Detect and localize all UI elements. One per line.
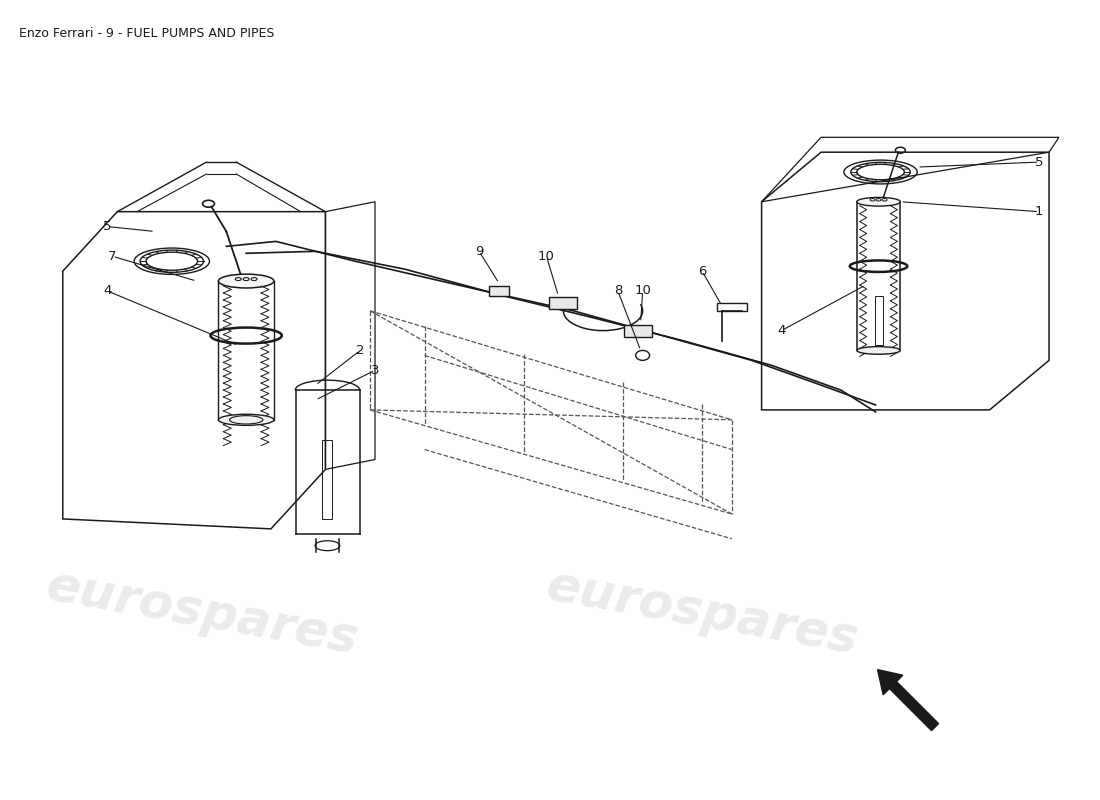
Text: 6: 6 [697,265,706,278]
Bar [550,297,578,309]
Text: 3: 3 [371,364,380,377]
Text: 1: 1 [1035,205,1044,218]
Text: 8: 8 [614,285,623,298]
Text: Enzo Ferrari - 9 - FUEL PUMPS AND PIPES: Enzo Ferrari - 9 - FUEL PUMPS AND PIPES [19,27,275,40]
Bar [874,296,882,346]
Bar [624,325,651,337]
Text: 5: 5 [1035,156,1044,169]
Text: 10: 10 [538,250,554,262]
FancyArrow shape [878,670,938,730]
Text: 4: 4 [103,285,111,298]
Text: 7: 7 [108,250,117,262]
Ellipse shape [857,198,901,206]
Bar [717,303,747,310]
Ellipse shape [219,274,274,288]
Bar [322,440,332,519]
Ellipse shape [857,346,901,354]
Text: eurospares: eurospares [542,562,862,664]
Bar [490,286,509,296]
Text: 5: 5 [103,220,111,233]
Text: 2: 2 [356,344,364,357]
Ellipse shape [219,414,274,426]
Text: 9: 9 [475,245,483,258]
Text: 4: 4 [778,324,785,337]
Text: 10: 10 [635,285,651,298]
Text: eurospares: eurospares [42,562,361,664]
